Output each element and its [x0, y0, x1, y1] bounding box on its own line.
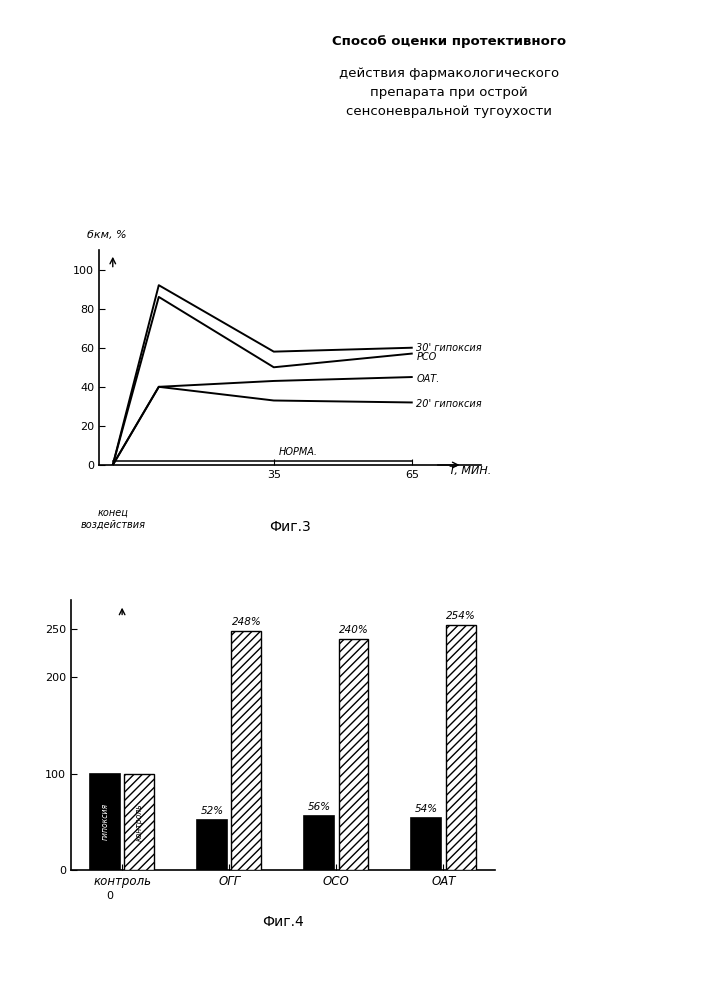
- Text: Фиг.3: Фиг.3: [269, 520, 311, 534]
- Text: 54%: 54%: [415, 804, 438, 814]
- Text: 240%: 240%: [339, 625, 368, 635]
- Text: НОРМА.: НОРМА.: [279, 447, 317, 457]
- Text: РСО: РСО: [416, 352, 437, 362]
- Bar: [231, 631, 262, 870]
- Text: 56%: 56%: [308, 802, 331, 812]
- Text: действия фармакологического
препарата при острой
сенсоневральной тугоухости: действия фармакологического препарата пр…: [339, 67, 559, 118]
- Text: контроль: контроль: [135, 803, 144, 841]
- Text: Способ оценки протективного: Способ оценки протективного: [332, 35, 566, 48]
- Text: гипоксия: гипоксия: [100, 803, 110, 840]
- Text: Фиг.4: Фиг.4: [262, 915, 304, 929]
- Text: T, МИН.: T, МИН.: [448, 466, 491, 476]
- Bar: [304, 816, 334, 870]
- Text: 254%: 254%: [445, 611, 476, 621]
- Text: 248%: 248%: [231, 617, 262, 627]
- Bar: [339, 639, 368, 870]
- Text: 52%: 52%: [201, 806, 223, 816]
- Bar: [445, 625, 476, 870]
- Bar: [411, 818, 441, 870]
- Text: ОАТ.: ОАТ.: [416, 374, 440, 384]
- Bar: [124, 774, 154, 870]
- Bar: [90, 774, 120, 870]
- Text: 20' гипоксия: 20' гипоксия: [416, 399, 482, 409]
- Bar: [197, 820, 227, 870]
- Text: 0: 0: [106, 891, 112, 901]
- Text: бкм, %: бкм, %: [88, 230, 127, 240]
- Text: 30' гипоксия: 30' гипоксия: [416, 343, 482, 353]
- Text: конец
воздействия: конец воздействия: [81, 508, 145, 530]
